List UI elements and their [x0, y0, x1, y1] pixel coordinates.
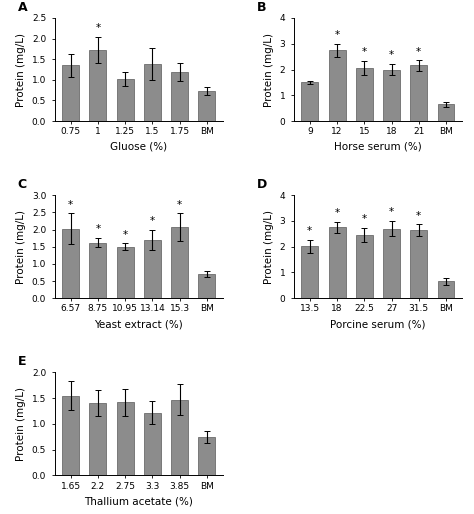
Bar	[410, 65, 427, 121]
Bar	[438, 104, 455, 121]
Bar	[356, 68, 373, 121]
Text: E: E	[18, 355, 26, 369]
Y-axis label: Protein (mg/L): Protein (mg/L)	[264, 32, 274, 106]
Bar	[117, 247, 134, 298]
Bar	[383, 69, 400, 121]
Y-axis label: Protein (mg/L): Protein (mg/L)	[16, 210, 26, 284]
Bar	[90, 243, 106, 298]
Bar	[301, 82, 318, 121]
Bar	[171, 72, 188, 121]
Bar	[438, 282, 455, 298]
Bar	[90, 403, 106, 475]
Y-axis label: Protein (mg/L): Protein (mg/L)	[16, 387, 26, 461]
Text: *: *	[389, 50, 394, 60]
Text: *: *	[335, 30, 339, 40]
Bar	[199, 91, 215, 121]
Bar	[144, 413, 161, 475]
Text: D: D	[256, 178, 267, 191]
Bar	[383, 229, 400, 298]
Bar	[328, 227, 346, 298]
Text: *: *	[150, 216, 155, 226]
Text: *: *	[335, 208, 339, 218]
Text: *: *	[177, 200, 182, 210]
Text: *: *	[362, 47, 367, 57]
Text: *: *	[68, 200, 73, 210]
Bar	[117, 402, 134, 475]
X-axis label: Gluose (%): Gluose (%)	[110, 142, 167, 152]
Bar	[199, 437, 215, 475]
Bar	[328, 50, 346, 121]
Bar	[90, 50, 106, 121]
Bar	[62, 396, 79, 475]
Text: *: *	[95, 224, 100, 234]
Text: A: A	[18, 1, 27, 14]
Y-axis label: Protein (mg/L): Protein (mg/L)	[264, 210, 274, 284]
Bar	[199, 274, 215, 298]
Y-axis label: Protein (mg/L): Protein (mg/L)	[16, 32, 26, 106]
X-axis label: Yeast extract (%): Yeast extract (%)	[94, 319, 183, 329]
Text: *: *	[389, 207, 394, 217]
Bar	[117, 79, 134, 121]
Text: *: *	[416, 47, 421, 57]
Text: B: B	[256, 1, 266, 14]
Bar	[356, 235, 373, 298]
Text: C: C	[18, 178, 27, 191]
Text: *: *	[95, 23, 100, 33]
Bar	[171, 400, 188, 475]
X-axis label: Porcine serum (%): Porcine serum (%)	[330, 319, 426, 329]
Bar	[144, 64, 161, 121]
Text: *: *	[307, 226, 312, 236]
Bar	[301, 246, 318, 298]
Text: *: *	[362, 214, 367, 224]
Bar	[62, 229, 79, 298]
Text: *: *	[416, 211, 421, 221]
X-axis label: Thallium acetate (%): Thallium acetate (%)	[84, 496, 193, 506]
Bar	[410, 230, 427, 298]
Bar	[62, 65, 79, 121]
Bar	[144, 240, 161, 298]
X-axis label: Horse serum (%): Horse serum (%)	[334, 142, 422, 152]
Text: *: *	[123, 230, 128, 240]
Bar	[171, 227, 188, 298]
